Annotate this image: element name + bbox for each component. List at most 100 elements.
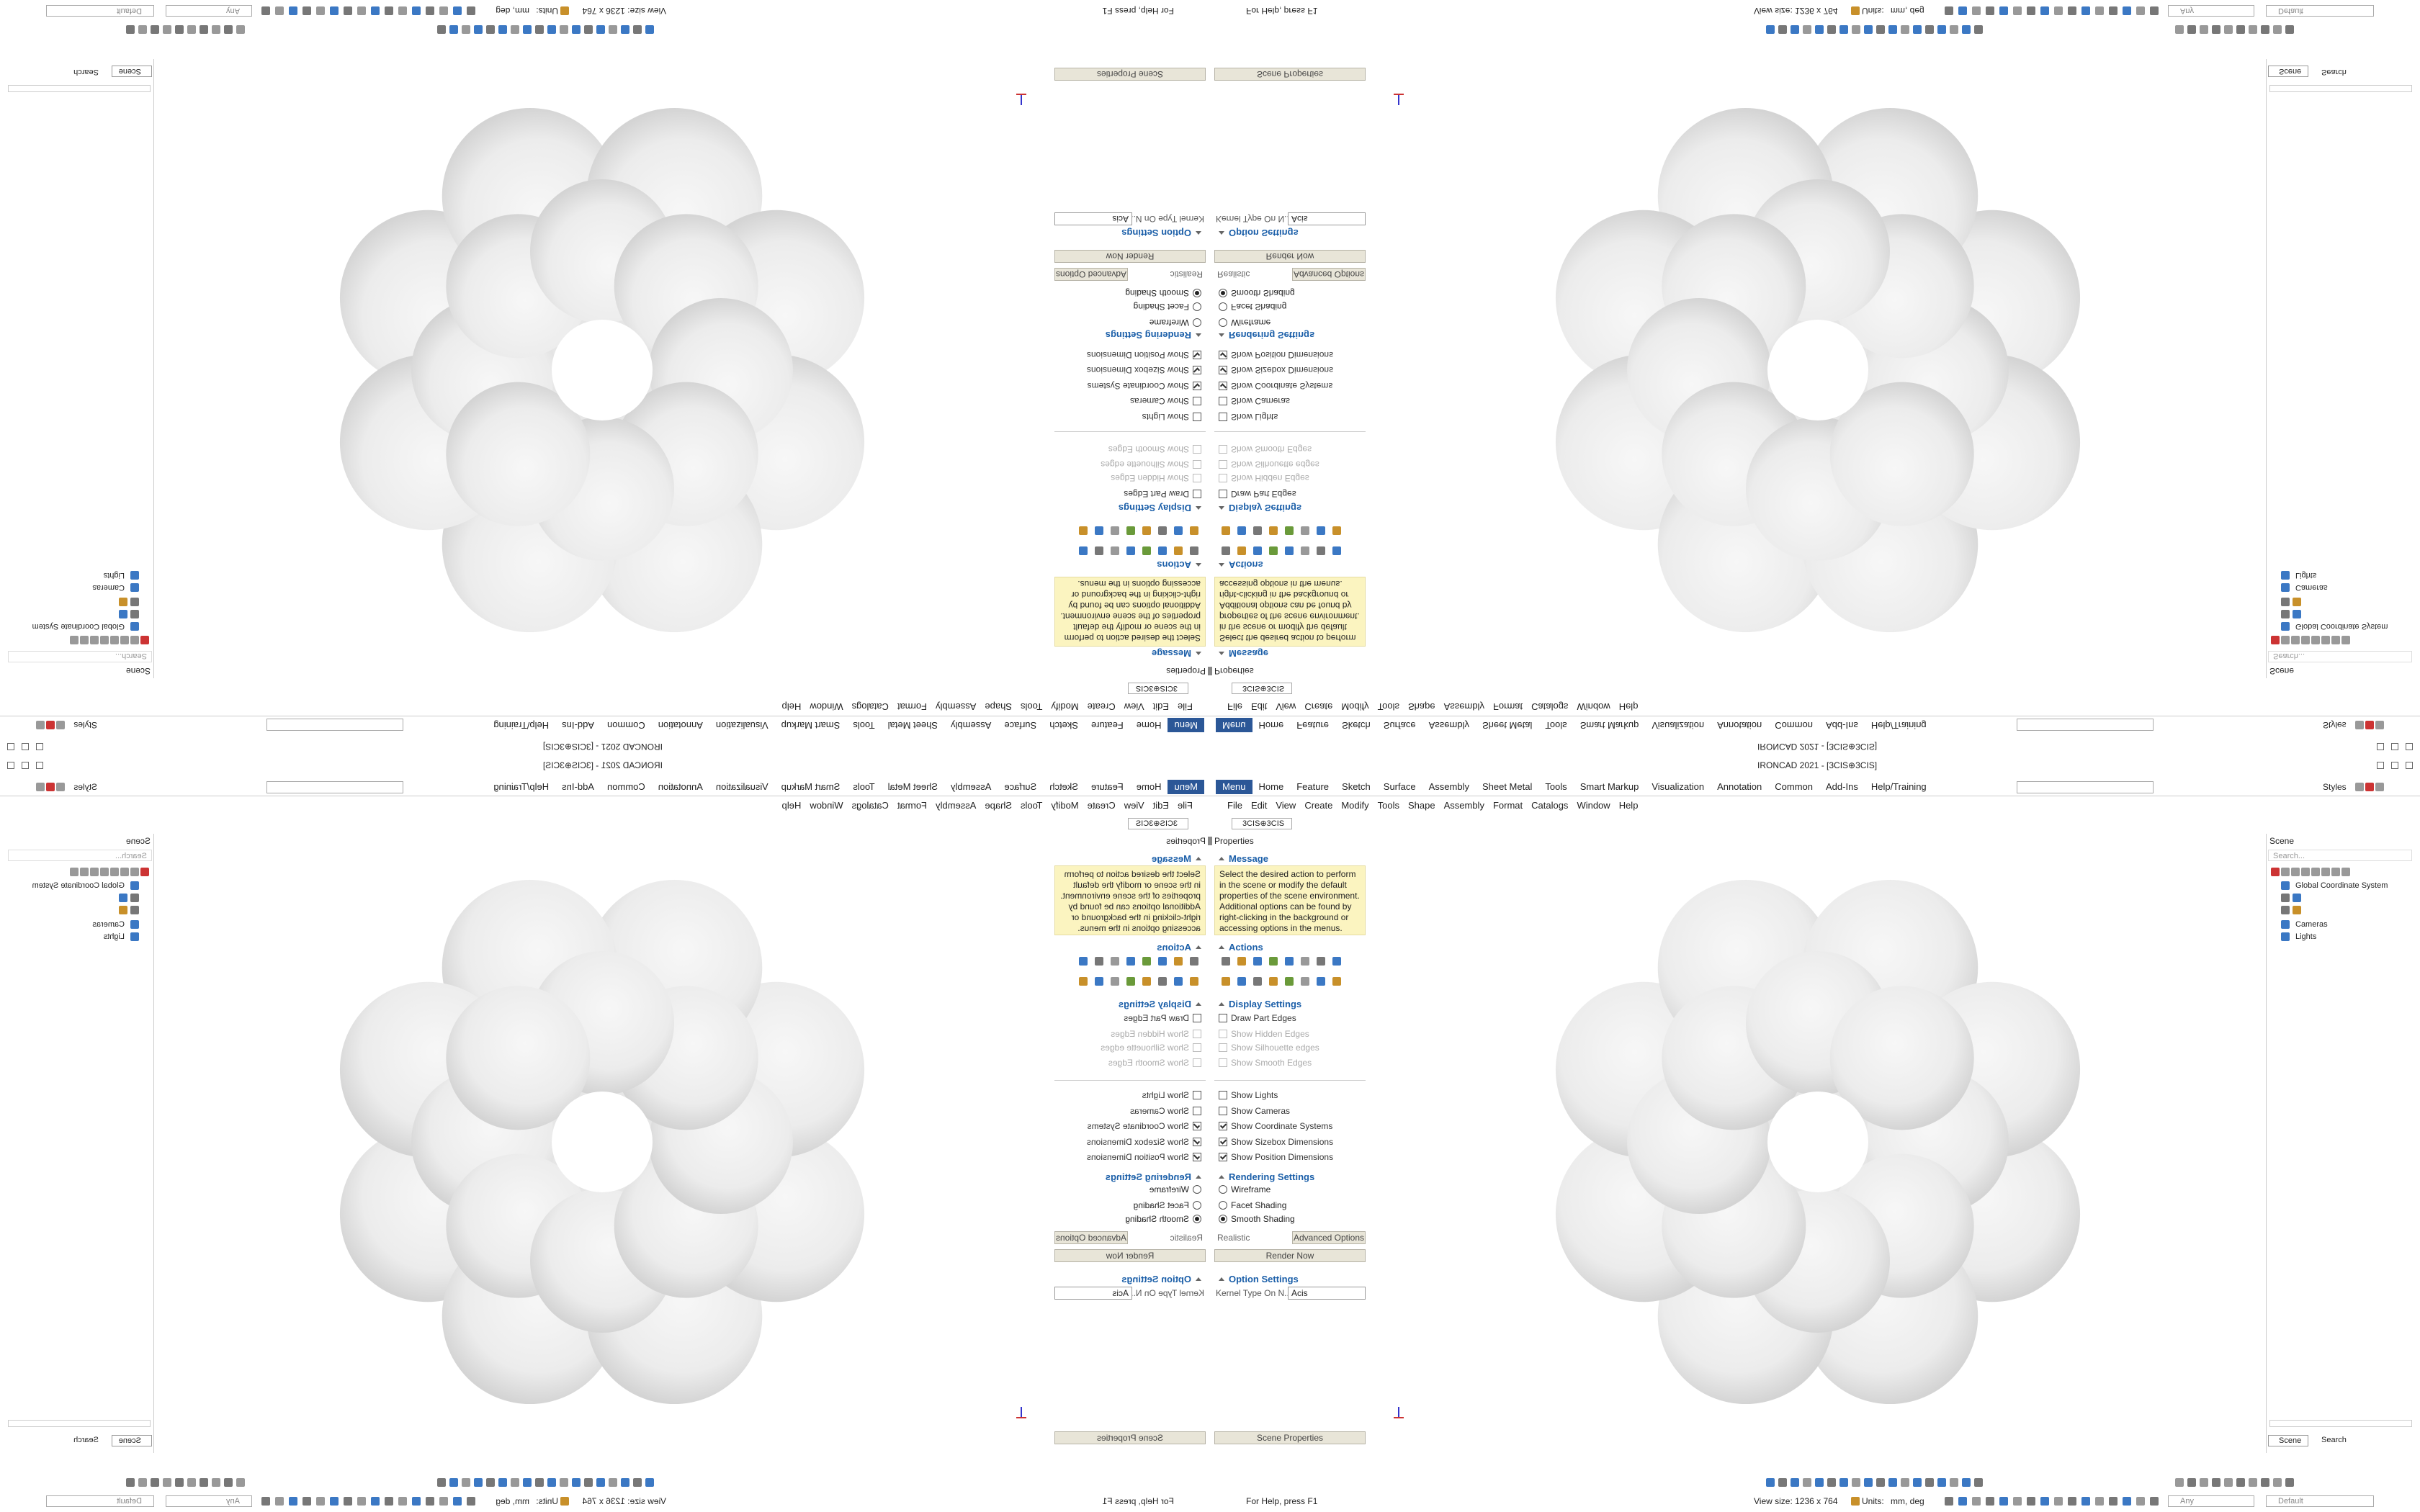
checkbox[interactable] <box>1219 413 1227 421</box>
ribbon-tab[interactable]: Tools <box>853 781 875 792</box>
menu-item[interactable]: Assembly <box>936 800 977 811</box>
menu-item[interactable]: Edit <box>1250 701 1268 712</box>
filter-select[interactable]: Any <box>2168 1495 2254 1507</box>
menu-item[interactable]: Tools <box>1377 701 1399 712</box>
scene-search[interactable]: Search... <box>2268 850 2412 861</box>
menu-item[interactable]: Help <box>1618 701 1639 712</box>
ribbon-tab[interactable]: Feature <box>1090 781 1124 792</box>
ribbon-tab[interactable]: Surface <box>1383 720 1416 731</box>
ribbon-tab[interactable]: Tools <box>1545 720 1567 731</box>
radio[interactable] <box>1219 302 1227 311</box>
radio[interactable] <box>1193 1185 1201 1194</box>
menu-item[interactable]: Help <box>1618 800 1639 811</box>
menu-item[interactable]: View <box>1276 800 1296 811</box>
menu-item[interactable]: Edit <box>1250 800 1268 811</box>
menu-item[interactable]: Modify <box>1051 800 1079 811</box>
window-button[interactable] <box>36 762 43 769</box>
checkbox[interactable] <box>1219 1043 1227 1052</box>
search-box[interactable] <box>2017 719 2154 731</box>
menu-item[interactable]: Create <box>1087 800 1116 811</box>
checkbox[interactable] <box>1193 1107 1201 1115</box>
checkbox[interactable] <box>1219 445 1227 454</box>
checkbox[interactable] <box>1193 1030 1201 1038</box>
window-button[interactable] <box>22 762 29 769</box>
document-tab[interactable]: 3CIS⊕3CIS <box>1128 683 1188 694</box>
ribbon-tab[interactable]: Feature <box>1090 720 1124 731</box>
ribbon-tab[interactable]: Add-Ins <box>562 720 594 731</box>
radio[interactable] <box>1193 289 1201 297</box>
radio[interactable] <box>1193 318 1201 327</box>
ribbon-tab[interactable]: Annotation <box>1717 720 1762 731</box>
checkbox[interactable] <box>1219 366 1227 374</box>
menu-item[interactable]: Catalogs <box>851 800 889 811</box>
menu-item[interactable]: Shape <box>1408 800 1435 811</box>
checkbox[interactable] <box>1193 1138 1201 1146</box>
style-select[interactable]: Default <box>2266 5 2374 17</box>
ribbon-tab[interactable]: Common <box>1775 720 1814 731</box>
ribbon-tab[interactable]: Smart Markup <box>1579 781 1639 792</box>
ribbon-tab[interactable]: Sheet Metal <box>887 781 938 792</box>
checkbox[interactable] <box>1219 1107 1227 1115</box>
radio[interactable] <box>1219 1185 1227 1194</box>
radio[interactable] <box>1193 302 1201 311</box>
scene-item[interactable]: Cameras <box>92 920 125 929</box>
model-viewport[interactable] <box>158 828 1052 1476</box>
scene-properties-button[interactable]: Scene Properties <box>1054 1431 1206 1444</box>
menu-item[interactable]: Help <box>781 800 802 811</box>
ribbon-tab[interactable]: Assembly <box>951 720 992 731</box>
ribbon-tab[interactable]: Visualization <box>1652 720 1705 731</box>
ribbon-tab[interactable]: Home <box>1258 720 1284 731</box>
menu-item[interactable]: Catalogs <box>851 701 889 712</box>
menu-item[interactable]: Create <box>1304 800 1333 811</box>
ribbon-tab[interactable]: Tools <box>1545 781 1567 792</box>
ribbon-tab[interactable]: Add-Ins <box>1826 720 1858 731</box>
checkbox[interactable] <box>1193 460 1201 469</box>
render-button[interactable]: Render Now <box>1214 250 1366 263</box>
checkbox[interactable] <box>1219 474 1227 482</box>
ribbon-tab[interactable]: Sketch <box>1342 781 1371 792</box>
document-tab[interactable]: 3CIS⊕3CIS <box>1128 818 1188 829</box>
scene-item[interactable]: Lights <box>103 571 125 580</box>
menu-item[interactable]: File <box>1178 800 1193 811</box>
menu-item[interactable]: View <box>1124 701 1144 712</box>
model-viewport[interactable] <box>1368 828 2262 1476</box>
scene-item[interactable]: Cameras <box>92 583 125 592</box>
document-tab[interactable]: 3CIS⊕3CIS <box>1232 818 1292 829</box>
menu-item[interactable]: Format <box>897 701 928 712</box>
ribbon-tab[interactable]: Sheet Metal <box>1482 720 1533 731</box>
checkbox[interactable] <box>1219 490 1227 498</box>
menu-item[interactable]: Assembly <box>936 701 977 712</box>
ribbon-tab[interactable]: Sketch <box>1049 720 1078 731</box>
advanced-button[interactable]: Advanced Options <box>1054 268 1128 281</box>
ribbon-tab[interactable]: Home <box>1136 720 1162 731</box>
scene-item[interactable]: Global Coordinate System <box>32 881 125 890</box>
checkbox[interactable] <box>1219 351 1227 359</box>
render-button[interactable]: Render Now <box>1054 1249 1206 1262</box>
menu-item[interactable]: Modify <box>1051 701 1079 712</box>
checkbox[interactable] <box>1193 1122 1201 1130</box>
radio[interactable] <box>1219 1215 1227 1223</box>
advanced-button[interactable]: Advanced Options <box>1292 268 1366 281</box>
document-tab[interactable]: 3CIS⊕3CIS <box>1232 683 1292 694</box>
checkbox[interactable] <box>1193 1043 1201 1052</box>
render-button[interactable]: Render Now <box>1214 1249 1366 1262</box>
ribbon-tab[interactable]: Menu <box>1168 718 1204 732</box>
ribbon-tab[interactable]: Surface <box>1383 781 1416 792</box>
ribbon-tab[interactable]: Help/Training <box>1870 781 1927 792</box>
scene-search[interactable]: Search... <box>2268 651 2412 662</box>
menu-item[interactable]: Catalogs <box>1531 701 1569 712</box>
ribbon-tab[interactable]: Visualization <box>1652 781 1705 792</box>
window-button[interactable] <box>7 762 14 769</box>
ribbon-tab[interactable]: Add-Ins <box>562 781 594 792</box>
search-box[interactable] <box>2017 781 2154 793</box>
ribbon-tab[interactable]: Menu <box>1168 780 1204 794</box>
style-select[interactable]: Default <box>46 1495 154 1507</box>
checkbox[interactable] <box>1193 1014 1201 1022</box>
ribbon-tab[interactable]: Smart Markup <box>781 720 841 731</box>
scene-tab[interactable]: Scene <box>112 66 152 77</box>
menu-item[interactable]: Create <box>1304 701 1333 712</box>
checkbox[interactable] <box>1219 1153 1227 1161</box>
render-button[interactable]: Render Now <box>1054 250 1206 263</box>
ribbon-tab[interactable]: Menu <box>1216 780 1252 794</box>
window-button[interactable] <box>7 743 14 750</box>
